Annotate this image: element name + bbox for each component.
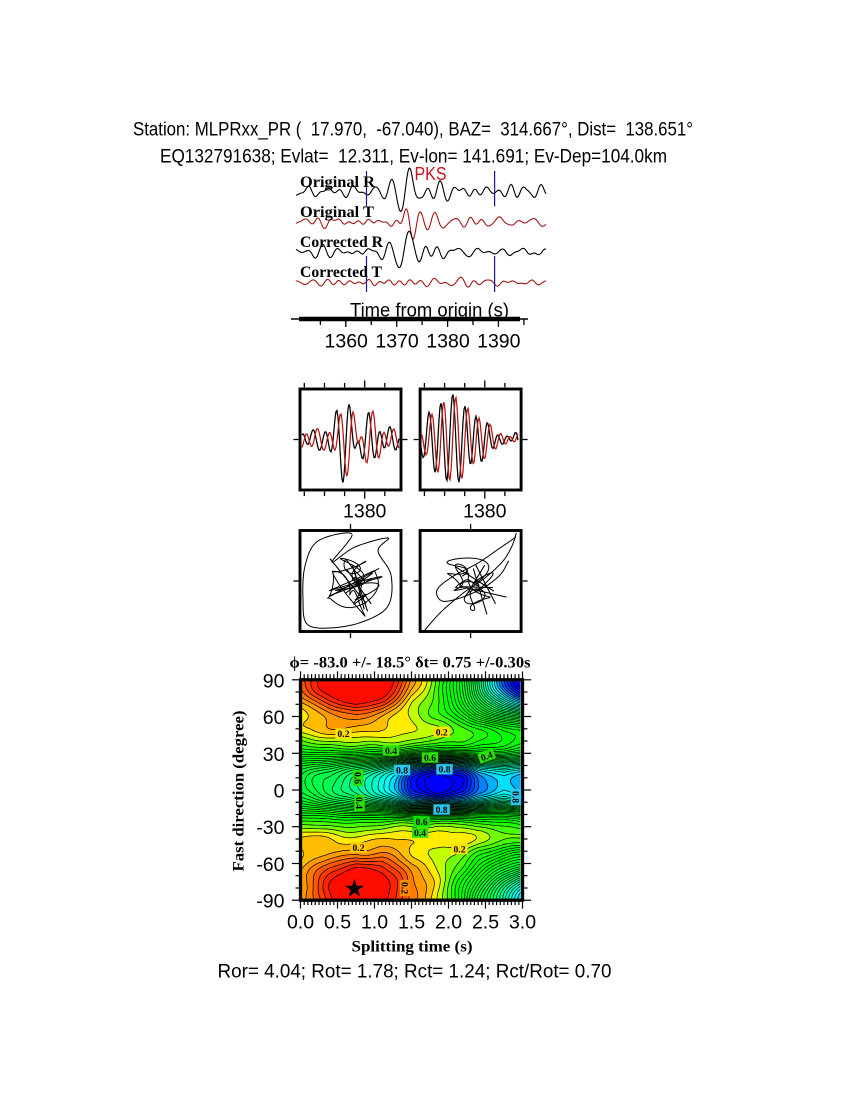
svg-text:Fast direction (degree): Fast direction (degree) <box>231 711 248 872</box>
svg-text:3.0: 3.0 <box>509 911 536 933</box>
svg-text:1380: 1380 <box>463 501 507 523</box>
svg-text:1.0: 1.0 <box>361 911 388 933</box>
svg-text:-60: -60 <box>256 854 284 876</box>
svg-text:1380: 1380 <box>426 331 470 353</box>
svg-text:0.8: 0.8 <box>436 805 448 816</box>
svg-text:Original R: Original R <box>300 174 376 191</box>
svg-text:0: 0 <box>274 781 285 803</box>
svg-text:0.2: 0.2 <box>353 843 365 854</box>
svg-text:-30: -30 <box>256 817 284 839</box>
svg-text:Splitting time (s): Splitting time (s) <box>352 939 473 956</box>
svg-text:2.5: 2.5 <box>472 911 499 933</box>
svg-text:Corrected T: Corrected T <box>300 264 383 281</box>
svg-text:1360: 1360 <box>325 331 369 353</box>
svg-text:Time from origin (s): Time from origin (s) <box>350 301 509 322</box>
svg-text:Corrected R: Corrected R <box>300 234 384 251</box>
svg-text:60: 60 <box>263 707 285 729</box>
svg-text:2.0: 2.0 <box>435 911 462 933</box>
svg-text:0.2: 0.2 <box>436 727 448 738</box>
svg-text:0.4: 0.4 <box>479 750 494 765</box>
svg-text:0.6: 0.6 <box>424 753 436 764</box>
svg-text:0.2: 0.2 <box>399 882 410 894</box>
svg-text:Ror= 4.04; Rot= 1.78; Rct= 1.2: Ror= 4.04; Rot= 1.78; Rct= 1.24; Rct/Rot… <box>218 961 612 983</box>
svg-text:-90: -90 <box>256 891 284 913</box>
svg-text:0.8: 0.8 <box>510 791 521 803</box>
svg-text:EQ132791638; Evlat= 12.311, E: EQ132791638; Evlat= 12.311, Ev-lon= 141.… <box>160 146 667 167</box>
svg-text:0.5: 0.5 <box>324 911 351 933</box>
svg-text:30: 30 <box>263 744 285 766</box>
svg-text:0.4: 0.4 <box>414 828 426 839</box>
svg-text:0.2: 0.2 <box>454 844 466 855</box>
svg-text:0.8: 0.8 <box>439 765 451 776</box>
svg-text:1390: 1390 <box>477 331 521 353</box>
svg-text:0.4: 0.4 <box>353 797 364 809</box>
svg-text:ϕ= -83.0 +/- 18.5° δt= 0.75 +/: ϕ= -83.0 +/- 18.5° δt= 0.75 +/-0.30s <box>290 655 531 672</box>
svg-text:0.6: 0.6 <box>416 817 428 828</box>
svg-text:Station: MLPRxx_PR ( 17.970,: Station: MLPRxx_PR ( 17.970, -67.040), B… <box>133 120 693 141</box>
svg-text:0.8: 0.8 <box>396 765 408 776</box>
svg-text:1370: 1370 <box>375 331 419 353</box>
svg-text:PKS: PKS <box>415 164 447 184</box>
svg-text:Original T: Original T <box>300 204 375 221</box>
svg-text:0.0: 0.0 <box>287 911 314 933</box>
svg-text:1.5: 1.5 <box>398 911 425 933</box>
svg-text:90: 90 <box>263 670 285 692</box>
svg-text:0.6: 0.6 <box>352 772 363 784</box>
svg-text:0.4: 0.4 <box>385 746 397 757</box>
svg-text:0.2: 0.2 <box>338 729 350 740</box>
svg-text:1380: 1380 <box>343 501 387 523</box>
